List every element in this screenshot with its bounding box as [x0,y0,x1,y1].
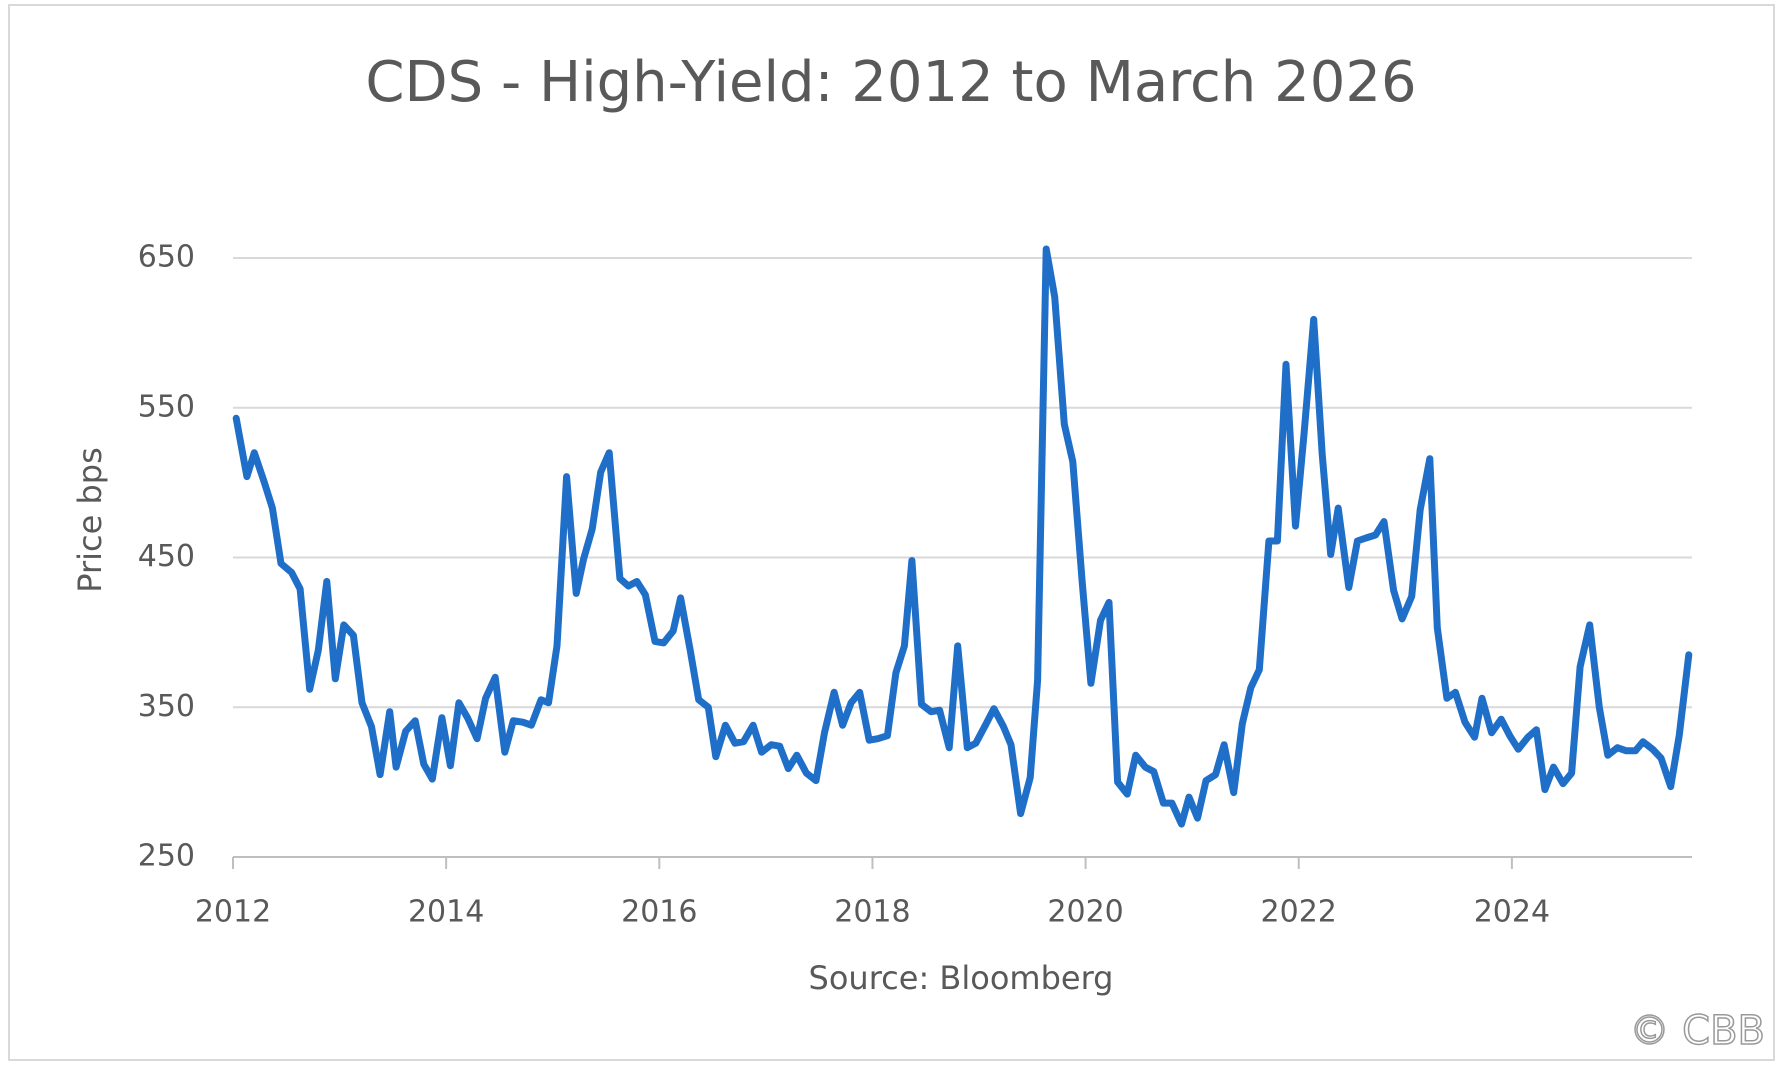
watermark: © CBB [1629,1008,1765,1054]
x-tick-label: 2016 [621,895,697,930]
y-tick-label: 550 [138,389,195,424]
data-line [232,245,1693,828]
x-tick-label: 2012 [195,895,271,930]
y-tick-label: 450 [138,539,195,574]
chart-title: CDS - High-Yield: 2012 to March 2026 [365,50,1416,115]
x-tick-label: 2014 [408,895,484,930]
x-tick-label: 2020 [1047,895,1123,930]
plot-area: 250 350 450 550 650 2012 2014 2016 2018 2020 2022 2… [138,240,1693,930]
y-axis-label: Price bps [71,447,109,593]
chart-frame [8,4,1775,1061]
y-tick-label: 250 [138,839,195,874]
x-axis-label: Source: Bloomberg [809,959,1114,997]
x-tick-label: 2018 [834,895,910,930]
x-tick-label: 2024 [1474,895,1550,930]
x-tick-label: 2022 [1261,895,1337,930]
y-tick-label: 350 [138,689,195,724]
y-tick-label: 650 [138,240,195,275]
